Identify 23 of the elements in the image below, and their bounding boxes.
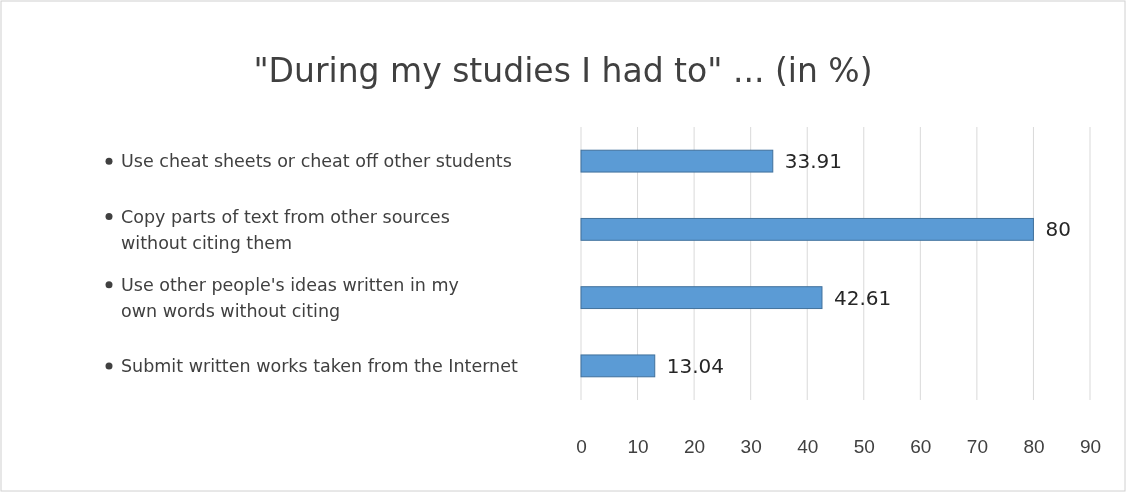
x-tick-label: 40	[797, 436, 819, 458]
x-tick-label: 90	[1079, 436, 1102, 458]
bar	[580, 149, 774, 173]
data-label: 42.61	[833, 285, 892, 310]
bar	[580, 286, 823, 310]
x-tick-label: 60	[910, 436, 932, 458]
x-tick-label: 50	[853, 436, 875, 458]
y-tick-label: Use cheat sheets or cheat off other students	[121, 151, 512, 172]
y-tick-label: Use other people's ideas written in my own words without citing	[121, 274, 459, 321]
bar	[580, 217, 1034, 241]
data-label: 33.91	[784, 149, 843, 174]
x-tick-label: 30	[740, 436, 762, 458]
x-tick-label: 80	[1023, 436, 1045, 458]
x-tick-label: 20	[684, 436, 706, 458]
data-label: 13.04	[666, 353, 725, 378]
x-tick-label: 10	[627, 436, 649, 458]
x-tick-label: 0	[576, 436, 587, 458]
data-label: 80	[1045, 217, 1071, 242]
x-tick-label: 70	[966, 436, 988, 458]
y-tick-label: Submit written works taken from the Internet	[121, 356, 518, 376]
bar	[580, 354, 656, 378]
y-tick-label: Copy parts of text from other sources without citing them	[121, 206, 450, 253]
chart-title: "During my studies I had to" ... (in %)	[253, 51, 873, 90]
